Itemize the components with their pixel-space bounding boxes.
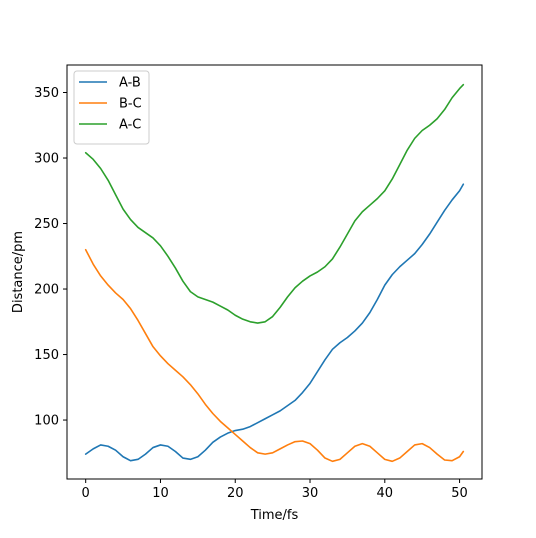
y-tick-label: 100 bbox=[34, 414, 59, 429]
series-line-b-c bbox=[84, 248, 465, 463]
y-tick-label: 200 bbox=[34, 283, 59, 298]
y-tick-label: 300 bbox=[34, 152, 59, 167]
series-line-a-b bbox=[84, 183, 465, 462]
legend-label-a-b: A-B bbox=[119, 76, 141, 91]
x-tick-label: 30 bbox=[302, 486, 319, 501]
y-axis-label: Distance/pm bbox=[11, 231, 26, 313]
x-tick-label: 50 bbox=[451, 486, 468, 501]
y-axis-ticks: 100 150 200 250 300 350 bbox=[34, 86, 67, 429]
series-layer bbox=[84, 83, 465, 463]
plot-frame bbox=[66, 64, 483, 480]
x-tick-label: 10 bbox=[152, 486, 169, 501]
y-tick-label: 150 bbox=[34, 348, 59, 363]
x-tick-label: 20 bbox=[227, 486, 244, 501]
x-tick-label: 40 bbox=[377, 486, 394, 501]
y-tick-label: 250 bbox=[34, 217, 59, 232]
x-axis-ticks: 0 10 20 30 40 50 bbox=[82, 479, 468, 501]
y-tick-label: 350 bbox=[34, 86, 59, 101]
x-axis-label: Time/fs bbox=[250, 508, 299, 523]
x-tick-label: 0 bbox=[82, 486, 90, 501]
series-line-a-c bbox=[84, 83, 465, 324]
legend-label-a-c: A-C bbox=[119, 118, 141, 133]
legend-box bbox=[73, 70, 150, 145]
legend-label-b-c: B-C bbox=[119, 97, 142, 112]
legend: A-B B-C A-C bbox=[73, 70, 150, 145]
